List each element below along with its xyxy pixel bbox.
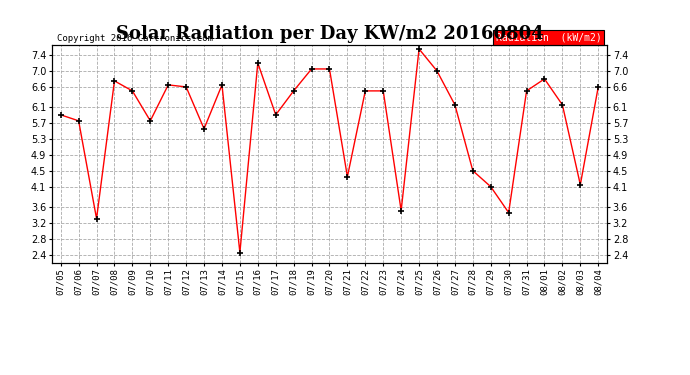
Text: Radiation  (kW/m2): Radiation (kW/m2) — [496, 33, 602, 43]
Title: Solar Radiation per Day KW/m2 20160804: Solar Radiation per Day KW/m2 20160804 — [116, 26, 543, 44]
Text: Copyright 2016 Cartronics.com: Copyright 2016 Cartronics.com — [57, 34, 213, 43]
